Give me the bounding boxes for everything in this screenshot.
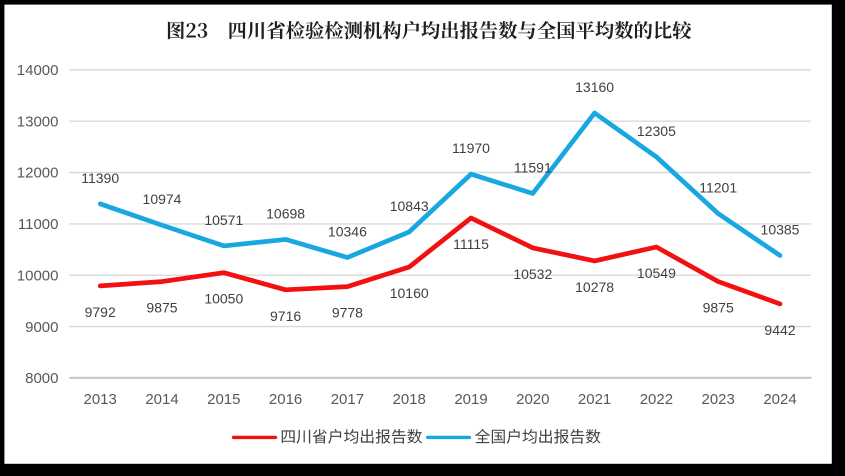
svg-text:11115: 11115 [453, 236, 489, 252]
svg-text:12000: 12000 [17, 165, 59, 182]
svg-text:2014: 2014 [145, 391, 178, 408]
svg-text:10278: 10278 [575, 279, 614, 295]
svg-text:2024: 2024 [763, 391, 796, 408]
svg-text:2021: 2021 [578, 391, 611, 408]
svg-text:11201: 11201 [699, 180, 737, 196]
svg-text:2022: 2022 [640, 391, 673, 408]
svg-text:9716: 9716 [270, 308, 301, 324]
svg-text:10000: 10000 [17, 267, 59, 284]
svg-text:2017: 2017 [331, 391, 364, 408]
svg-text:13160: 13160 [575, 79, 614, 95]
svg-text:9875: 9875 [146, 300, 177, 316]
svg-text:10843: 10843 [390, 198, 429, 214]
svg-text:10974: 10974 [143, 191, 182, 207]
svg-text:10160: 10160 [390, 285, 429, 301]
svg-text:10050: 10050 [204, 291, 243, 307]
svg-text:10346: 10346 [328, 224, 367, 240]
svg-text:11390: 11390 [81, 170, 119, 186]
svg-text:2016: 2016 [269, 391, 302, 408]
svg-text:2013: 2013 [84, 391, 117, 408]
svg-text:9442: 9442 [764, 322, 795, 338]
svg-text:11970: 11970 [452, 140, 490, 156]
svg-text:9000: 9000 [25, 319, 58, 336]
svg-text:2023: 2023 [702, 391, 735, 408]
svg-text:14000: 14000 [17, 62, 59, 79]
svg-text:11000: 11000 [18, 216, 59, 233]
svg-text:11591: 11591 [514, 160, 552, 176]
svg-text:13000: 13000 [17, 113, 59, 130]
svg-text:9875: 9875 [703, 300, 734, 316]
svg-text:2019: 2019 [454, 391, 487, 408]
svg-text:10532: 10532 [513, 266, 552, 282]
svg-text:10571: 10571 [204, 212, 243, 228]
svg-text:9778: 9778 [332, 305, 363, 321]
svg-text:12305: 12305 [637, 123, 676, 139]
svg-text:10549: 10549 [637, 265, 676, 281]
svg-text:10698: 10698 [266, 205, 305, 221]
svg-text:2020: 2020 [516, 391, 549, 408]
svg-text:2018: 2018 [393, 391, 426, 408]
svg-text:2015: 2015 [207, 391, 240, 408]
svg-text:8000: 8000 [25, 370, 58, 387]
svg-text:10385: 10385 [761, 222, 800, 238]
svg-text:9792: 9792 [85, 304, 116, 320]
